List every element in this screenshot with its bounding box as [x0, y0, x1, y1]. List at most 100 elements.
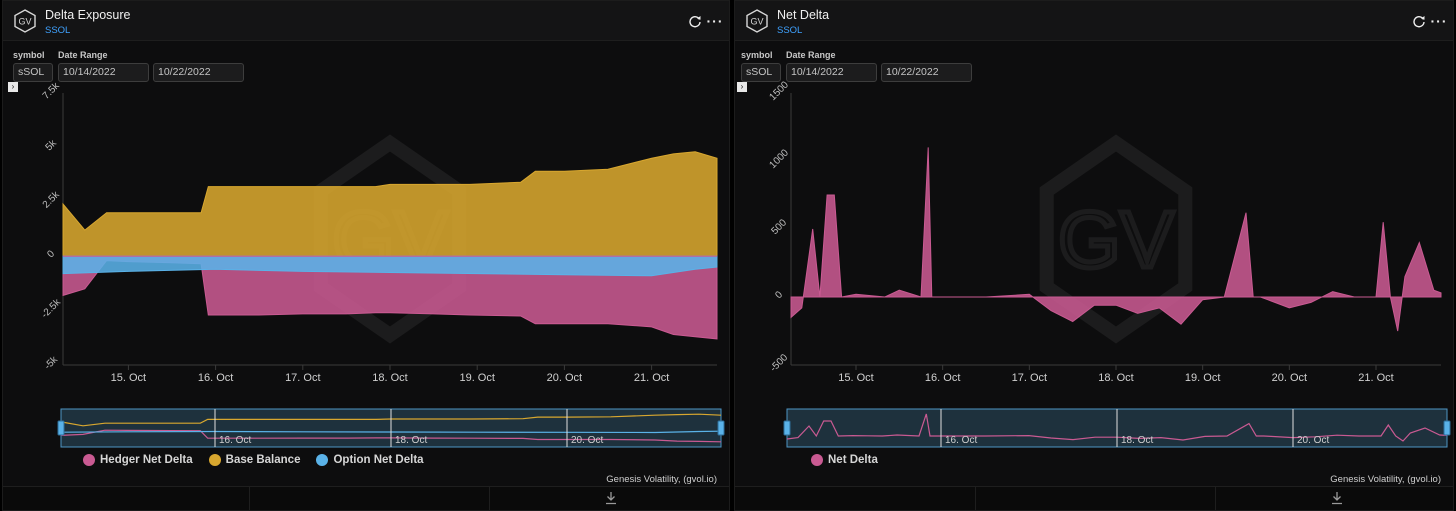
collapse-button[interactable]: ›	[737, 82, 747, 92]
legend-dot	[83, 454, 95, 466]
more-icon: ···	[1430, 13, 1448, 29]
navigator-label: 18. Oct	[395, 435, 427, 446]
symbol-label: symbol	[741, 50, 773, 60]
download-icon[interactable]	[1330, 491, 1344, 505]
navigator-handle[interactable]	[57, 420, 65, 436]
legend-item-base[interactable]: Base Balance	[208, 454, 301, 466]
x-tick-label: 20. Oct	[547, 372, 582, 384]
legend-label: Base Balance	[225, 454, 301, 466]
x-tick-label: 19. Oct	[459, 372, 494, 384]
x-tick-label: 15. Oct	[838, 372, 873, 384]
delta-exposure-panel: GV Delta Exposure SSOL ··· symbol Date R…	[2, 0, 730, 511]
x-tick-label: 19. Oct	[1185, 372, 1220, 384]
panel-subtitle: SSOL	[777, 25, 803, 36]
date-range-label: Date Range	[58, 50, 108, 60]
chevron-right-icon: ›	[11, 82, 15, 91]
legend-label: Net Delta	[828, 454, 878, 466]
y-tick-label: 500	[769, 217, 789, 237]
y-tick-label: 0	[773, 289, 785, 301]
x-tick-label: 20. Oct	[1272, 372, 1307, 384]
symbol-select[interactable]: sSOL	[741, 63, 781, 82]
x-tick-label: 18. Oct	[1098, 372, 1133, 384]
date-from-input[interactable]: 10/14/2022	[786, 63, 877, 82]
legend-dot	[208, 454, 221, 466]
footer-divider	[249, 487, 250, 510]
x-tick-label: 18. Oct	[372, 372, 407, 384]
legend-label: Option Net Delta	[333, 454, 424, 466]
credit-text: Genesis Volatility, (gvol.io)	[1330, 474, 1441, 485]
navigator-series	[60, 429, 722, 443]
y-tick-label: 1000	[767, 147, 791, 171]
net-delta-chart: GV -500 0 500 1000 1500 15. Oct 16. Oct 17. Oct 1…	[767, 79, 1451, 448]
x-tick-label: 21. Oct	[634, 372, 669, 384]
navigator-label: 18. Oct	[1121, 435, 1153, 446]
series-area-base-balance	[62, 151, 718, 257]
chevron-right-icon: ›	[740, 82, 744, 91]
watermark-hexagon	[1039, 134, 1193, 344]
footer-divider	[975, 487, 976, 510]
footer-divider	[489, 487, 490, 510]
y-tick-label: 0	[45, 248, 57, 260]
net-delta-panel: GV Net Delta SSOL ··· symbol Date Range …	[734, 0, 1454, 511]
y-tick-label: 5k	[44, 137, 60, 153]
date-to-input[interactable]: 10/22/2022	[881, 63, 972, 82]
chart-legend: Hedger Net Delta Base Balance Option Net…	[83, 454, 424, 466]
y-tick-label: 7.5k	[41, 80, 63, 102]
symbol-select[interactable]: sSOL	[13, 63, 53, 82]
navigator-label: 20. Oct	[1297, 435, 1329, 446]
svg-text:GV: GV	[18, 17, 31, 27]
more-icon: ···	[706, 13, 724, 29]
refresh-button[interactable]	[687, 13, 703, 29]
collapse-button[interactable]: ›	[8, 82, 18, 92]
x-tick-label: 16. Oct	[925, 372, 960, 384]
navigator-series	[60, 430, 722, 434]
series-area-net-delta	[790, 147, 1442, 332]
chart-legend: Net Delta	[811, 454, 878, 466]
legend-item-option[interactable]: Option Net Delta	[316, 454, 424, 466]
x-tick-label: 17. Oct	[1012, 372, 1047, 384]
navigator-series	[60, 413, 722, 427]
date-range-label: Date Range	[786, 50, 836, 60]
watermark-text: GV	[1058, 195, 1174, 284]
more-options-button[interactable]: ···	[707, 13, 723, 29]
refresh-icon	[1413, 16, 1425, 28]
x-tick-label: 16. Oct	[198, 372, 233, 384]
legend-dot	[316, 454, 329, 466]
y-tick-label: -2.5k	[39, 296, 63, 320]
panel-footer	[735, 486, 1453, 510]
panel-footer	[3, 486, 729, 510]
panel-title: Net Delta	[777, 8, 830, 22]
navigator-handle[interactable]	[783, 420, 791, 436]
gv-watermark: GV	[1039, 134, 1193, 344]
panel-header: GV Net Delta SSOL ···	[735, 1, 1453, 41]
footer-divider	[1215, 487, 1216, 510]
series-area-option-net-delta	[62, 255, 718, 277]
date-to-input[interactable]: 10/22/2022	[153, 63, 244, 82]
y-tick-label: 1500	[767, 79, 791, 103]
symbol-label: symbol	[13, 50, 45, 60]
navigator-label: 16. Oct	[945, 435, 977, 446]
legend-dot	[811, 454, 823, 466]
navigator-label: 16. Oct	[219, 435, 251, 446]
panel-subtitle: SSOL	[45, 25, 71, 36]
legend-item-hedger[interactable]: Hedger Net Delta	[83, 454, 193, 466]
navigator-label: 20. Oct	[571, 435, 603, 446]
gv-logo-icon: GV	[746, 9, 768, 33]
legend-label: Hedger Net Delta	[100, 454, 193, 466]
panel-title: Delta Exposure	[45, 8, 131, 22]
more-options-button[interactable]: ···	[1431, 13, 1447, 29]
navigator-handle[interactable]	[1443, 420, 1451, 436]
legend-item-net-delta[interactable]: Net Delta	[811, 454, 878, 466]
x-tick-label: 21. Oct	[1358, 372, 1393, 384]
refresh-button[interactable]	[1411, 13, 1427, 29]
refresh-icon	[689, 16, 701, 28]
svg-text:GV: GV	[750, 17, 763, 27]
navigator-handle[interactable]	[717, 420, 725, 436]
y-tick-label: -500	[768, 352, 790, 374]
credit-text: Genesis Volatility, (gvol.io)	[606, 474, 717, 485]
y-tick-label: -5k	[42, 354, 60, 372]
y-tick-label: 2.5k	[41, 189, 63, 211]
download-icon[interactable]	[604, 491, 618, 505]
date-from-input[interactable]: 10/14/2022	[58, 63, 149, 82]
